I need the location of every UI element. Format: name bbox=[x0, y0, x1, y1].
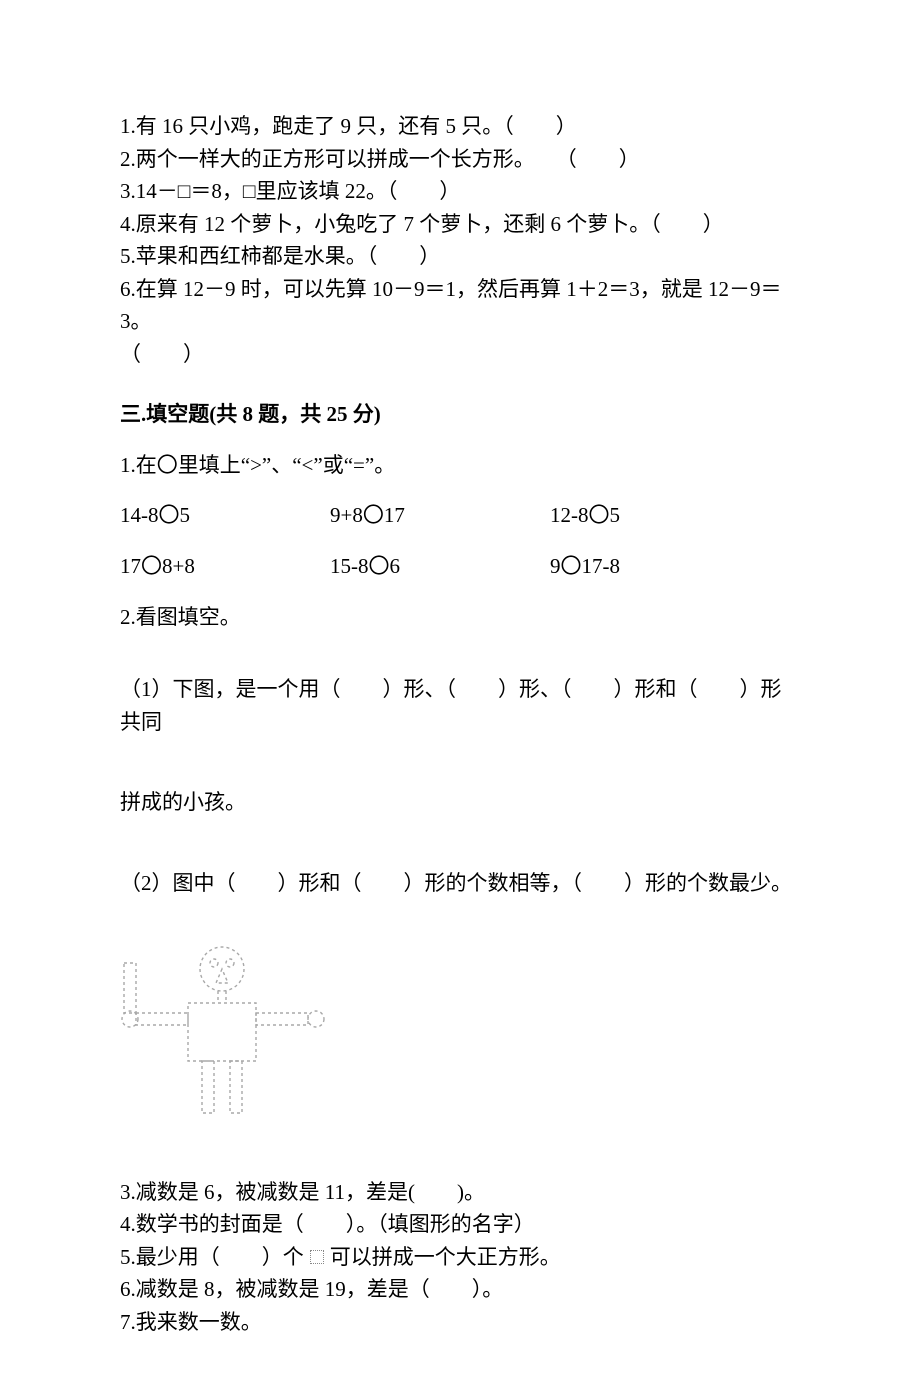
section-3-heading: 三.填空题(共 8 题，共 25 分) bbox=[120, 398, 800, 431]
fill-q7: 7.我来数一数。 bbox=[120, 1306, 800, 1339]
tf-item-4: 4.原来有 12 个萝卜，小兔吃了 7 个萝卜，还剩 6 个萝卜。（ ） bbox=[120, 208, 800, 241]
fill-q4: 4.数学书的封面是（ ）。（填图形的名字） bbox=[120, 1208, 800, 1241]
fill-q2-sub1-line1: （1）下图，是一个用（ ）形、（ ）形、（ ）形和（ ）形共同 bbox=[120, 673, 800, 738]
fill-q5: 5.最少用（ ）个 可以拼成一个大正方形。 bbox=[120, 1241, 800, 1274]
fill-q1-row1-c: 12-8〇5 bbox=[550, 499, 750, 532]
tf-item-6-line1: 6.在算 12－9 时，可以先算 10－9＝1，然后再算 1＋2＝3，就是 12… bbox=[120, 273, 800, 338]
fill-q2-sub1-line2: 拼成的小孩。 bbox=[120, 786, 800, 819]
fill-q5-part2: 可以拼成一个大正方形。 bbox=[330, 1241, 561, 1274]
fill-q6: 6.减数是 8，被减数是 19，差是（ ）。 bbox=[120, 1273, 800, 1306]
tf-item-1: 1.有 16 只小鸡，跑走了 9 只，还有 5 只。（ ） bbox=[120, 110, 800, 143]
fill-q1-row2: 17〇8+8 15-8〇6 9〇17-8 bbox=[120, 550, 800, 583]
fill-q1-row2-c: 9〇17-8 bbox=[550, 550, 750, 583]
fill-q1-intro: 1.在〇里填上“>”、“<”或“=”。 bbox=[120, 449, 800, 482]
small-square-icon bbox=[310, 1250, 324, 1264]
fill-q1-row1: 14-8〇5 9+8〇17 12-8〇5 bbox=[120, 499, 800, 532]
tf-item-5: 5.苹果和西红柿都是水果。（ ） bbox=[120, 240, 800, 273]
fill-q1-row1-b: 9+8〇17 bbox=[330, 499, 550, 532]
tf-item-2: 2.两个一样大的正方形可以拼成一个长方形。 （ ） bbox=[120, 143, 800, 176]
shape-figure-svg bbox=[120, 941, 325, 1126]
tf-item-6-line2: （ ） bbox=[120, 338, 800, 371]
fill-q5-part1: 5.最少用（ ）个 bbox=[120, 1241, 304, 1274]
fill-q1-row2-a: 17〇8+8 bbox=[120, 550, 330, 583]
tf-item-3: 3.14－□＝8，□里应该填 22。（ ） bbox=[120, 175, 800, 208]
fill-q2-intro: 2.看图填空。 bbox=[120, 601, 800, 634]
fill-q1-row2-b: 15-8〇6 bbox=[330, 550, 550, 583]
fill-q3: 3.减数是 6，被减数是 11，差是( )。 bbox=[120, 1176, 800, 1209]
fill-q1-row1-a: 14-8〇5 bbox=[120, 499, 330, 532]
fill-q2-sub2: （2）图中（ ）形和（ ）形的个数相等，（ ）形的个数最少。 bbox=[120, 867, 800, 900]
shape-figure bbox=[120, 941, 800, 1136]
